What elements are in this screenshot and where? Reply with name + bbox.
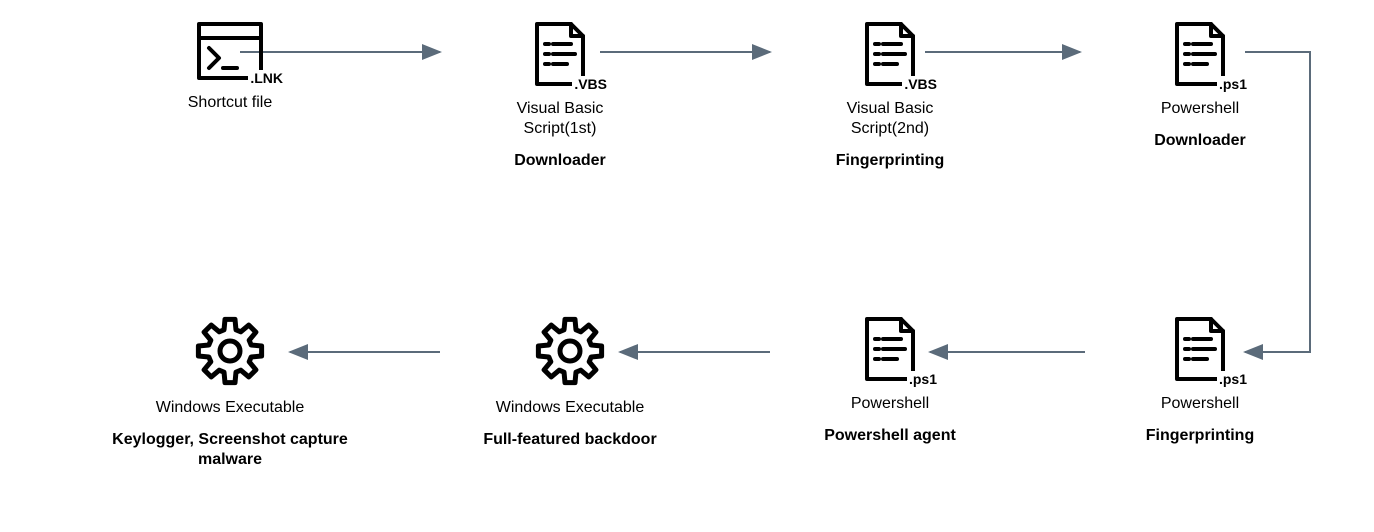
node-role-label: Powershell agent (790, 426, 990, 446)
node-n6: .ps1 Powershell Powershell agent (790, 315, 990, 446)
node-role-label: Fingerprinting (1100, 426, 1300, 446)
node-label: Windows Executable (460, 398, 680, 418)
file-extension-badge: .ps1 (907, 371, 939, 387)
node-role-label: Downloader (1100, 131, 1300, 151)
node-label: Shortcut file (130, 93, 330, 113)
file-extension-badge: .VBS (902, 76, 939, 92)
node-role-label: Downloader (460, 151, 660, 171)
file-extension-badge: .LNK (248, 70, 285, 86)
node-role-label: Full-featured backdoor (460, 430, 680, 450)
node-n8: Windows Executable Keylogger, Screenshot … (90, 315, 370, 470)
file-extension-badge: .ps1 (1217, 371, 1249, 387)
file-extension-badge: .VBS (572, 76, 609, 92)
node-role-label: Keylogger, Screenshot capturemalware (90, 430, 370, 470)
node-label: Windows Executable (90, 398, 370, 418)
node-n7: Windows Executable Full-featured backdoor (460, 315, 680, 450)
list-file-icon: .ps1 (861, 315, 919, 383)
terminal-file-icon: .LNK (195, 20, 265, 82)
gear-icon (534, 315, 606, 387)
flowchart-canvas: .LNK Shortcut file .VBS Visual BasicScript… (0, 0, 1374, 532)
gear-icon (194, 315, 266, 387)
node-label: Visual BasicScript(1st) (460, 99, 660, 139)
list-file-icon: .ps1 (1171, 315, 1229, 383)
node-n3: .VBS Visual BasicScript(2nd) Fingerprintin… (790, 20, 990, 171)
node-role-label: Fingerprinting (790, 151, 990, 171)
node-label: Powershell (1100, 394, 1300, 414)
node-label: Powershell (790, 394, 990, 414)
node-n5: .ps1 Powershell Fingerprinting (1100, 315, 1300, 446)
node-n2: .VBS Visual BasicScript(1st) Downloader (460, 20, 660, 171)
node-n1: .LNK Shortcut file (130, 20, 330, 113)
list-file-icon: .ps1 (1171, 20, 1229, 88)
file-extension-badge: .ps1 (1217, 76, 1249, 92)
node-n4: .ps1 Powershell Downloader (1100, 20, 1300, 151)
node-label: Visual BasicScript(2nd) (790, 99, 990, 139)
list-file-icon: .VBS (861, 20, 919, 88)
list-file-icon: .VBS (531, 20, 589, 88)
node-label: Powershell (1100, 99, 1300, 119)
